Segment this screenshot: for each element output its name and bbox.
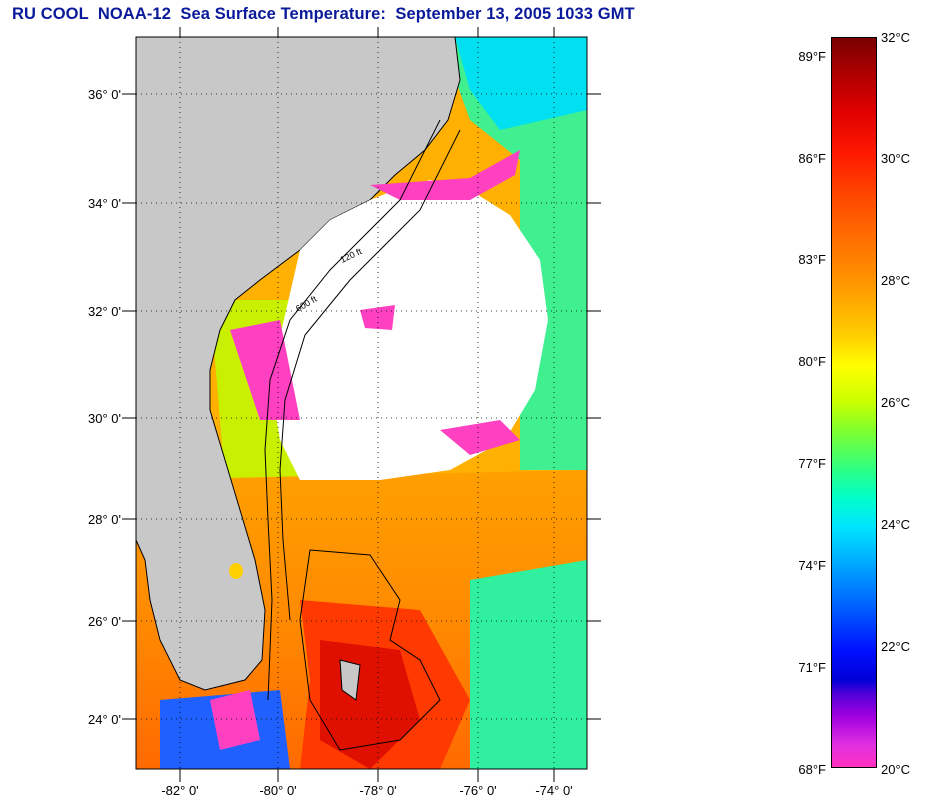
- temperature-colorbar: [831, 37, 877, 768]
- bahamas-bank-contour: [299, 549, 441, 751]
- map-frame: [135, 36, 588, 770]
- map-title: RU COOL NOAA-12 Sea Surface Temperature:…: [12, 5, 635, 23]
- colorbar-label-32c: 32°C: [881, 30, 911, 45]
- lon-label-74: -74° 0': [535, 783, 572, 798]
- colorbar-label-22c: 22°C: [881, 639, 911, 654]
- colorbar-label-74f: 74°F: [798, 558, 826, 573]
- bahamas-island: [339, 659, 361, 701]
- colorbar-label-89f: 89°F: [798, 49, 826, 64]
- lat-label-36: 36° 0': [88, 87, 121, 102]
- colorbar-label-77f: 77°F: [798, 456, 826, 471]
- lon-label-76: -76° 0': [459, 783, 496, 798]
- cloud-edge-north: [370, 150, 520, 200]
- magenta-patch-south: [210, 690, 260, 750]
- colorbar-label-86f: 86°F: [798, 151, 826, 166]
- contour-120ft: [264, 119, 441, 701]
- colorbar-label-24c: 24°C: [881, 517, 911, 532]
- colorbar-label-80f: 80°F: [798, 354, 826, 369]
- tick-marks: [122, 27, 601, 782]
- lat-label-30: 30° 0': [88, 411, 121, 426]
- colorbar-label-26c: 26°C: [881, 395, 911, 410]
- lake-okeechobee: [229, 563, 243, 579]
- cloud-edge-west: [230, 320, 300, 420]
- lat-label-34: 34° 0': [88, 196, 121, 211]
- lon-label-82: -82° 0': [161, 783, 198, 798]
- lon-label-80: -80° 0': [259, 783, 296, 798]
- colorbar-label-83f: 83°F: [798, 252, 826, 267]
- colorbar-label-30c: 30°C: [881, 151, 911, 166]
- contour-600ft: [279, 129, 461, 621]
- colorbar-label-71f: 71°F: [798, 660, 826, 675]
- colorbar-label-20c: 20°C: [881, 762, 911, 777]
- lon-label-78: -78° 0': [359, 783, 396, 798]
- northern-ocean: [440, 37, 587, 470]
- colorbar-label-28c: 28°C: [881, 273, 911, 288]
- cloud-edge-south: [440, 420, 520, 455]
- lat-label-28: 28° 0': [88, 512, 121, 527]
- cool-southeast: [470, 560, 587, 769]
- graticule: [136, 37, 587, 769]
- colorbar-label-68f: 68°F: [798, 762, 826, 777]
- lat-label-24: 24° 0': [88, 712, 121, 727]
- cloud-cover: [270, 180, 548, 480]
- lat-label-26: 26° 0': [88, 614, 121, 629]
- land-mass: [136, 37, 461, 691]
- cyan-band: [455, 37, 587, 130]
- lat-label-32: 32° 0': [88, 304, 121, 319]
